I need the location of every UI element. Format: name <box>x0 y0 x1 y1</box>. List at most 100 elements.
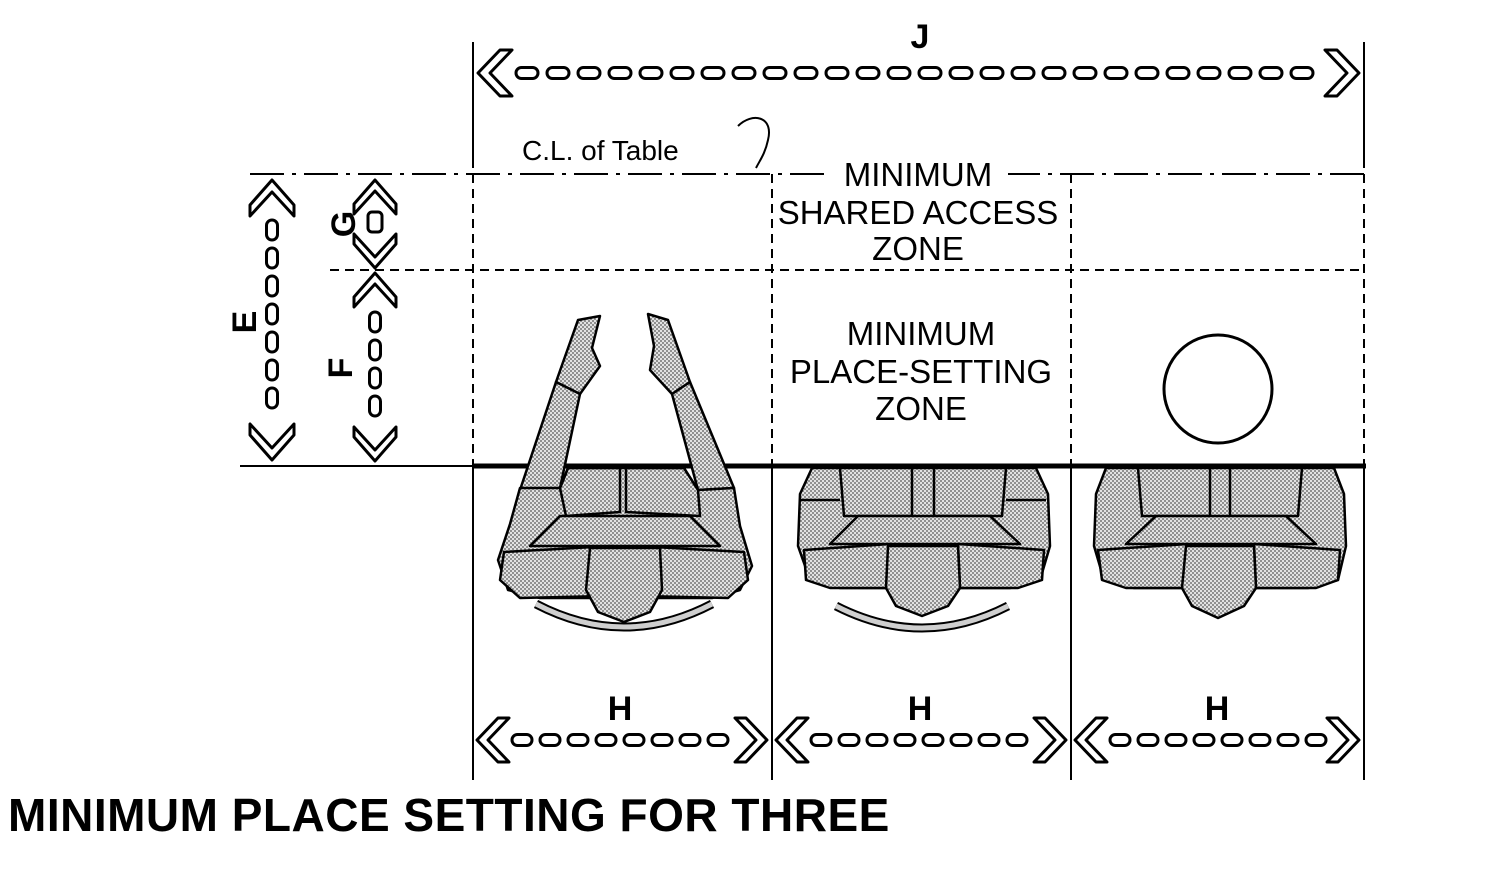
left-forearm <box>554 314 602 396</box>
dimension-dash-segment <box>566 733 590 747</box>
dimension-dash-segment <box>949 733 973 747</box>
dimension-dash-segment <box>368 394 382 418</box>
plate-icon <box>1162 333 1274 445</box>
dimension-dash-segment <box>368 366 382 390</box>
head <box>884 544 962 618</box>
centerline-label: C.L. of Table <box>522 135 679 166</box>
right-shoulder <box>956 542 1046 590</box>
dimension-dash-segment <box>855 66 881 80</box>
dimension-dash-segment <box>824 66 850 80</box>
dimension-dash-segment <box>545 66 571 80</box>
dimension-dash-segment <box>514 66 540 80</box>
dimension-dash-segment <box>1248 733 1272 747</box>
head <box>584 546 664 624</box>
zone-grid <box>240 173 1366 780</box>
dimension-h-2-label: H <box>908 690 933 728</box>
dimension-dash-segment <box>762 66 788 80</box>
dimension-dash-segment <box>265 218 279 242</box>
dimension-h-3-label: H <box>1205 690 1230 728</box>
dimension-dash-segment <box>368 310 382 334</box>
dimension-dash-segment <box>1227 66 1253 80</box>
dimension-dash-segment <box>700 66 726 80</box>
dimension-e-dash-line <box>265 218 279 410</box>
dimension-dash-segment <box>265 246 279 270</box>
dimension-dash-segment <box>594 733 618 747</box>
chest <box>1124 514 1318 546</box>
dimension-dash-segment <box>1289 66 1315 80</box>
dimension-dash-segment <box>865 733 889 747</box>
seated-figure-3 <box>1092 466 1348 620</box>
dimension-dash-segment <box>893 733 917 747</box>
dimension-g: G <box>325 178 398 270</box>
dimension-dash-segment <box>1258 66 1284 80</box>
dimension-dash-segment <box>1134 66 1160 80</box>
seated-figure-reaching <box>496 312 754 632</box>
dimension-h-1-dash-line <box>510 733 730 747</box>
dimension-dash-segment <box>669 66 695 80</box>
dimension-j-arrow <box>476 48 1361 98</box>
dimension-h-3: H <box>1073 690 1361 764</box>
centerline-leader <box>737 117 771 169</box>
dimension-dash-segment <box>1108 733 1132 747</box>
dimension-f-label: F <box>322 358 360 379</box>
dimension-dash-segment <box>1041 66 1067 80</box>
centerline-annotation: C.L. of Table <box>522 117 771 169</box>
dimension-dash-segment <box>1103 66 1129 80</box>
dimension-dash-segment <box>1165 66 1191 80</box>
dimension-f-dash-line <box>368 310 382 418</box>
dimension-dash-segment <box>809 733 833 747</box>
dimension-dash-segment <box>538 733 562 747</box>
dimension-dash-segment <box>1005 733 1029 747</box>
dimension-dash-segment <box>793 66 819 80</box>
dimension-dash-segment <box>1164 733 1188 747</box>
dimension-dash-segment <box>1192 733 1216 747</box>
dimension-dash-segment <box>622 733 646 747</box>
dimension-j-label: J <box>911 18 930 56</box>
dimension-h-2-dash-line <box>809 733 1029 747</box>
shared-access-zone-label: MINIMUM SHARED ACCESS ZONE <box>778 156 1059 267</box>
right-shoulder <box>1252 542 1342 590</box>
dimension-dash-segment <box>1136 733 1160 747</box>
dimension-h-2: H <box>774 690 1068 764</box>
dimension-dash-segment <box>607 66 633 80</box>
dimension-dash-segment <box>265 302 279 326</box>
page-title: MINIMUM PLACE SETTING FOR THREE <box>8 789 890 841</box>
setting-zone-line-1: MINIMUM <box>847 315 995 352</box>
dimension-dash-segment <box>706 733 730 747</box>
dimension-dash-segment <box>1072 66 1098 80</box>
dimension-f: F <box>322 271 398 463</box>
dimension-dash-segment <box>1276 733 1300 747</box>
setting-zone-line-3: ZONE <box>875 390 967 427</box>
dimension-j: J <box>472 18 1365 168</box>
dimension-dash-segment <box>977 733 1001 747</box>
chest <box>528 514 722 548</box>
dimension-dash-segment <box>948 66 974 80</box>
dimension-dash-segment <box>731 66 757 80</box>
dimension-e-label: E <box>226 311 264 334</box>
dimension-dash-segment <box>638 66 664 80</box>
dimension-dash-segment <box>1220 733 1244 747</box>
dimension-dash-segment <box>979 66 1005 80</box>
shared-zone-line-3: ZONE <box>872 230 964 267</box>
right-forearm <box>646 312 692 396</box>
dimension-dash-segment <box>1010 66 1036 80</box>
seated-figure-2 <box>796 466 1052 633</box>
dimension-dash-segment <box>1304 733 1328 747</box>
dimension-dash-segment <box>650 733 674 747</box>
dimension-g-label: G <box>325 211 363 237</box>
dimension-dash-segment <box>917 66 943 80</box>
dimension-dash-segment <box>886 66 912 80</box>
dimension-dash-segment <box>265 386 279 410</box>
dimension-dash-segment <box>1196 66 1222 80</box>
left-shoulder <box>802 542 892 590</box>
dimension-dash-segment <box>576 66 602 80</box>
dimension-dash-segment <box>837 733 861 747</box>
dimension-h-1-label: H <box>608 690 633 728</box>
dimension-dash-segment <box>921 733 945 747</box>
shared-zone-line-1: MINIMUM <box>844 156 992 193</box>
dimension-g-dash <box>366 210 384 234</box>
shared-zone-line-2: SHARED ACCESS <box>778 194 1059 231</box>
head <box>1180 544 1258 620</box>
dimension-h-3-dash-line <box>1108 733 1328 747</box>
place-setting-zone-label: MINIMUM PLACE-SETTING ZONE <box>774 315 1070 427</box>
